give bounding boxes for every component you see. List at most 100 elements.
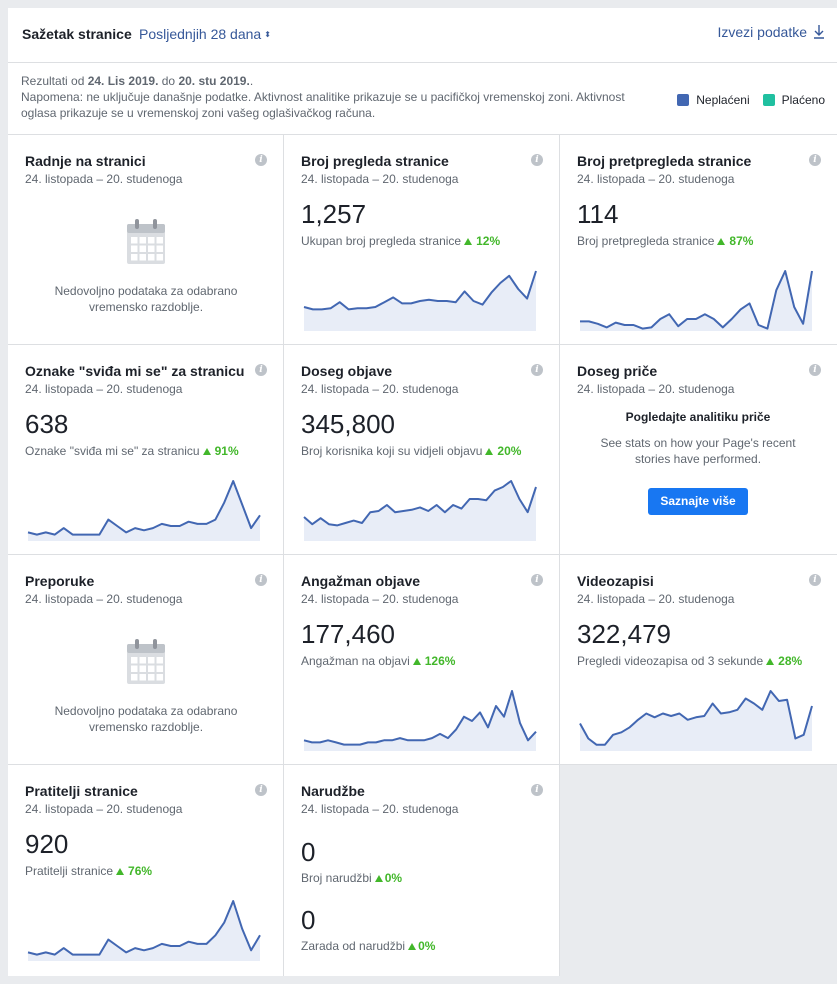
card-page-followers[interactable]: Pratitelji stranice 24. listopada – 20. …: [8, 765, 284, 976]
up-arrow-icon: [116, 868, 125, 875]
legend-unpaid: Neplaćeni: [677, 93, 750, 107]
metric-subtitle: Broj pretpregleda stranice 87%: [577, 234, 753, 248]
card-page-likes[interactable]: Oznake "sviđa mi se" za stranicu 24. lis…: [8, 345, 284, 555]
sparkline-line: [27, 480, 261, 536]
info-icon[interactable]: i: [809, 364, 821, 376]
up-arrow-icon: [374, 875, 383, 882]
card-title: Broj pretpregleda stranice: [577, 153, 752, 169]
card-title: Videozapisi: [577, 573, 654, 589]
legend-unpaid-label: Neplaćeni: [696, 93, 750, 107]
sparkline-line: [27, 900, 261, 956]
card-recommendations[interactable]: Preporuke 24. listopada – 20. studenoga …: [8, 555, 284, 765]
sort-caret-icon: ⬍: [264, 30, 271, 39]
date-from: 24. Lis 2019.: [87, 74, 159, 88]
card-date: 24. listopada – 20. studenoga: [25, 172, 183, 186]
metric-value: 920: [25, 829, 69, 859]
up-arrow-icon: [717, 238, 726, 245]
orders-revenue-subtitle: Zarada od narudžbi 0%: [301, 939, 435, 953]
card-page-views[interactable]: Broj pregleda stranice 24. listopada – 2…: [284, 135, 560, 345]
metric-subtitle: Ukupan broj pregleda stranice 12%: [301, 234, 500, 248]
learn-more-button[interactable]: Saznajte više: [648, 488, 748, 515]
metric-label: Pratitelji stranice: [25, 864, 114, 878]
info-icon[interactable]: i: [809, 574, 821, 586]
metric-label: Pregledi videozapisa od 3 sekunde: [577, 654, 764, 668]
summary-title: Sažetak stranice: [22, 26, 132, 42]
metric-label: Angažman na objavi: [301, 654, 410, 668]
card-date: 24. listopada – 20. studenoga: [301, 382, 459, 396]
info-icon[interactable]: i: [531, 784, 543, 796]
card-videos[interactable]: Videozapisi 24. listopada – 20. studenog…: [560, 555, 837, 765]
export-data-link[interactable]: Izvezi podatke: [718, 24, 826, 40]
divider: [8, 134, 837, 135]
card-story-reach[interactable]: Doseg priče 24. listopada – 20. studenog…: [560, 345, 837, 555]
card-date: 24. listopada – 20. studenoga: [577, 172, 735, 186]
card-orders[interactable]: Narudžbe 24. listopada – 20. studenoga i…: [284, 765, 560, 976]
sparkline-line: [303, 480, 537, 527]
metric-delta: 126%: [424, 654, 456, 668]
card-title: Doseg objave: [301, 363, 393, 379]
card-post-engagement[interactable]: Angažman objave 24. listopada – 20. stud…: [284, 555, 560, 765]
sparkline-area: [304, 691, 536, 751]
metric-subtitle: Oznake "sviđa mi se" za stranicu 91%: [25, 444, 239, 458]
card-title: Radnje na stranici: [25, 153, 146, 169]
card-page-actions[interactable]: Radnje na stranici 24. listopada – 20. s…: [8, 135, 284, 345]
info-icon[interactable]: i: [255, 364, 267, 376]
metric-subtitle: Angažman na objavi 126%: [301, 654, 455, 668]
card-date: 24. listopada – 20. studenoga: [25, 592, 183, 606]
card-date: 24. listopada – 20. studenoga: [25, 382, 183, 396]
sparkline-area: [304, 481, 536, 541]
results-prefix: Rezultati od: [21, 74, 88, 88]
metric-subtitle: Broj korisnika koji su vidjeli objavu 20%: [301, 444, 521, 458]
orders-count-label: Broj narudžbi: [301, 871, 372, 885]
metric-label: Oznake "sviđa mi se" za stranicu: [25, 444, 200, 458]
calendar-icon: [127, 639, 165, 684]
card-title: Preporuke: [25, 573, 95, 589]
info-icon[interactable]: i: [255, 784, 267, 796]
story-description: See stats on how your Page's recent stor…: [600, 436, 796, 466]
calendar-icon: [127, 219, 165, 264]
info-icon[interactable]: i: [531, 574, 543, 586]
orders-revenue-label: Zarada od narudžbi: [301, 939, 406, 953]
date-range-dropdown[interactable]: Posljednjih 28 dana ⬍: [139, 26, 271, 42]
card-post-reach[interactable]: Doseg objave 24. listopada – 20. studeno…: [284, 345, 560, 555]
results-mid: do: [158, 74, 179, 88]
info-icon[interactable]: i: [531, 154, 543, 166]
card-date: 24. listopada – 20. studenoga: [577, 592, 735, 606]
info-icon[interactable]: i: [255, 154, 267, 166]
sparkline-line: [303, 270, 537, 311]
legend-swatch-unpaid: [677, 94, 690, 106]
date-range-label: Posljednjih 28 dana: [139, 26, 262, 42]
card-title: Angažman objave: [301, 573, 421, 589]
sparkline-chart: [303, 480, 537, 541]
metric-value: 1,257: [301, 199, 367, 229]
up-arrow-icon: [202, 448, 211, 455]
info-icon[interactable]: i: [255, 574, 267, 586]
metric-value: 322,479: [577, 619, 671, 649]
up-arrow-icon: [412, 658, 421, 665]
metric-label: Broj korisnika koji su vidjeli objavu: [301, 444, 483, 458]
metric-delta: 87%: [729, 234, 754, 248]
empty-grid-cell: [560, 765, 837, 976]
info-icon[interactable]: i: [531, 364, 543, 376]
summary-header: Sažetak stranice Posljednjih 28 dana ⬍ Iz…: [8, 8, 837, 63]
download-icon: [814, 25, 824, 39]
results-suffix: .: [249, 74, 254, 88]
legend-swatch-paid: [762, 94, 775, 106]
up-arrow-icon: [464, 238, 473, 245]
metric-delta: 76%: [128, 864, 153, 878]
card-date: 24. listopada – 20. studenoga: [301, 592, 459, 606]
metric-label: Ukupan broj pregleda stranice: [301, 234, 462, 248]
sparkline-line: [580, 270, 813, 330]
no-data-text: Nedovoljno podataka za odabrano vremensk…: [54, 284, 238, 314]
metric-delta: 12%: [476, 234, 501, 248]
sparkline-chart: [580, 270, 813, 331]
orders-count-subtitle: Broj narudžbi 0%: [301, 871, 402, 885]
sparkline-chart: [303, 270, 537, 331]
info-icon[interactable]: i: [809, 154, 821, 166]
card-page-previews[interactable]: Broj pretpregleda stranice 24. listopada…: [560, 135, 837, 345]
orders-revenue-value: 0: [301, 905, 316, 935]
card-date: 24. listopada – 20. studenoga: [577, 382, 735, 396]
story-heading: Pogledajte analitiku priče: [625, 410, 771, 424]
sparkline-line: [579, 690, 813, 746]
up-arrow-icon: [485, 448, 494, 455]
